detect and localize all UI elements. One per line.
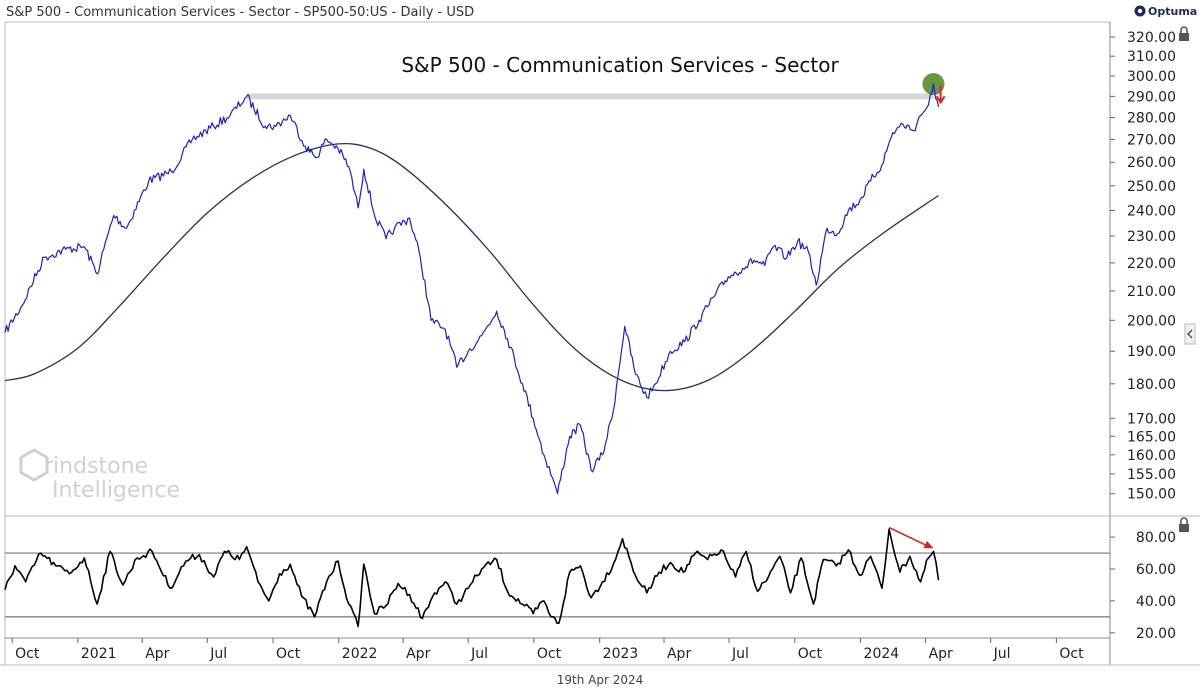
price-series-layer: [4, 83, 940, 495]
x-tick-label: 2024: [864, 646, 900, 662]
x-tick-label: Oct: [1059, 646, 1084, 662]
price-y-tick-label: 165.00: [1127, 429, 1176, 445]
price-y-tick-label: 170.00: [1127, 411, 1176, 427]
x-tick-label: Jul: [470, 646, 488, 662]
watermark-line2: Intelligence: [52, 478, 180, 503]
x-tick-label: Oct: [798, 646, 823, 662]
x-tick-label: Oct: [276, 646, 301, 662]
price-y-tick-label: 220.00: [1127, 256, 1176, 272]
price-y-tick-label: 250.00: [1127, 179, 1176, 195]
watermark-logo: rindstone Intelligence: [19, 448, 180, 503]
x-tick-label: Oct: [15, 646, 40, 662]
time-x-axis: Oct 2021 Apr Jul Oct 2022 Apr Jul Oct 2023 Apr Jul O…: [11, 638, 1084, 662]
footer-date: 19th Apr 2024: [557, 673, 644, 687]
price-y-tick-label: 160.00: [1127, 448, 1176, 464]
rsi-y-tick-label: 80.00: [1136, 530, 1176, 546]
watermark-hex-icon: [19, 448, 49, 482]
price-y-tick-label: 200.00: [1127, 313, 1176, 329]
price-y-tick-label: 210.00: [1127, 284, 1176, 300]
price-y-tick-label: 300.00: [1127, 69, 1176, 85]
chart-title: S&P 500 - Communication Services - Secto…: [401, 53, 839, 77]
watermark-line1: rindstone: [44, 454, 148, 479]
moving-average-line: [4, 142, 939, 392]
price-y-tick-label: 230.00: [1127, 229, 1176, 245]
x-tick-label: Jul: [993, 646, 1011, 662]
x-tick-label: Jul: [731, 646, 749, 662]
rsi-series-layer: [4, 528, 940, 628]
panel-collapse-chevron-icon[interactable]: [1184, 323, 1196, 345]
rsi-y-tick-label: 20.00: [1136, 626, 1176, 642]
price-y-tick-label: 320.00: [1127, 30, 1176, 46]
price-y-tick-label: 310.00: [1127, 49, 1176, 65]
optuma-logo-text: Optuma: [1148, 5, 1197, 18]
x-tick-label: Apr: [145, 646, 169, 662]
x-tick-label: 2022: [342, 646, 378, 662]
instrument-header: S&P 500 - Communication Services - Secto…: [6, 5, 474, 20]
down-arrow-icon: [935, 86, 946, 105]
price-y-axis: 150.00 155.00 160.00 165.00 170.00 180.00 190.…: [1110, 30, 1176, 503]
rsi-y-axis: 20.00 40.00 60.00 80.00: [1110, 530, 1176, 642]
optuma-logo: Optuma: [1134, 5, 1197, 18]
price-y-tick-label: 180.00: [1127, 377, 1176, 393]
lock-icon[interactable]: [1179, 517, 1189, 532]
price-y-tick-label: 270.00: [1127, 132, 1176, 148]
price-y-tick-label: 155.00: [1127, 467, 1176, 483]
lock-icon[interactable]: [1179, 26, 1189, 41]
price-y-tick-label: 290.00: [1127, 89, 1176, 105]
x-tick-label: Oct: [537, 646, 562, 662]
x-tick-label: Jul: [209, 646, 227, 662]
rsi-reference-lines: [5, 552, 1110, 618]
price-y-tick-label: 260.00: [1127, 155, 1176, 171]
price-y-tick-label: 240.00: [1127, 203, 1176, 219]
divergence-arrow-head-icon: [923, 540, 934, 549]
x-tick-label: 2023: [603, 646, 639, 662]
price-series-line: [4, 83, 940, 495]
rsi-y-tick-label: 40.00: [1136, 594, 1176, 610]
x-tick-label: Apr: [929, 646, 953, 662]
price-y-tick-label: 280.00: [1127, 111, 1176, 127]
annotations-over: [888, 86, 946, 549]
price-y-tick-label: 150.00: [1127, 487, 1176, 503]
price-y-tick-label: 190.00: [1127, 344, 1176, 360]
optuma-logo-icon-center: [1137, 8, 1143, 14]
rsi-y-tick-label: 60.00: [1136, 562, 1176, 578]
x-tick-label: Apr: [667, 646, 691, 662]
x-tick-label: Apr: [406, 646, 430, 662]
rsi-series-line: [4, 528, 940, 628]
divergence-arrow-line: [888, 526, 930, 548]
x-tick-label: 2021: [81, 646, 117, 662]
